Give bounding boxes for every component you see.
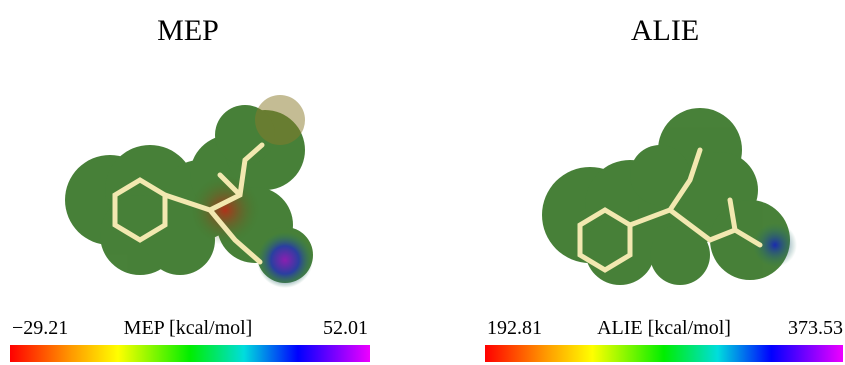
min-label: 192.81 bbox=[487, 317, 542, 339]
max-label: 373.53 bbox=[788, 317, 843, 339]
figure: MEP −29.21 MEP [kcal/mol] 52.01 ALIE 192… bbox=[0, 0, 845, 365]
page: MEP −29.21 MEP [kcal/mol] 52.01 ALIE 192… bbox=[0, 0, 845, 365]
colorbar bbox=[485, 345, 843, 362]
surface-region bbox=[255, 95, 305, 145]
min-label: −29.21 bbox=[12, 317, 68, 339]
panel-title: MEP bbox=[157, 14, 219, 47]
scale-label: ALIE [kcal/mol] bbox=[597, 317, 731, 339]
max-label: 52.01 bbox=[323, 317, 368, 339]
panel-title: ALIE bbox=[631, 14, 699, 47]
surface-region bbox=[190, 175, 260, 245]
molecule-surface bbox=[542, 108, 790, 285]
surface-region bbox=[257, 232, 313, 288]
scale-label: MEP [kcal/mol] bbox=[124, 317, 253, 339]
colorbar bbox=[10, 345, 370, 362]
